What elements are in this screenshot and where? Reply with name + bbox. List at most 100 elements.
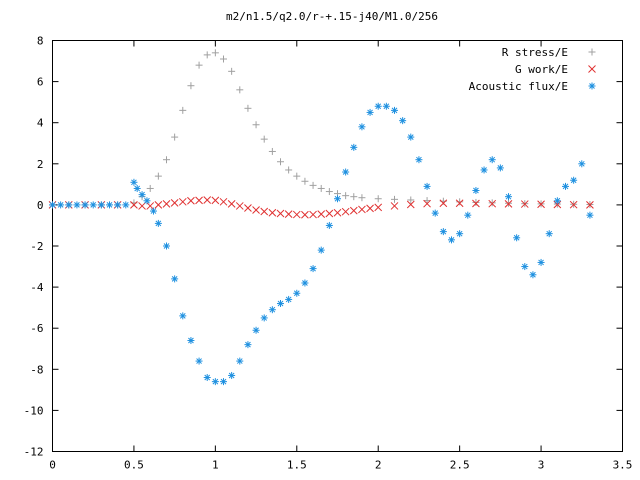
data-point [73, 201, 81, 209]
data-point [187, 82, 195, 90]
x-tick-label: 1 [212, 459, 219, 472]
legend-label: R stress/E [502, 46, 568, 59]
data-point [406, 200, 415, 209]
data-point [350, 143, 358, 151]
data-point [154, 172, 162, 180]
data-point [472, 187, 480, 195]
data-point [439, 228, 447, 236]
data-point [163, 156, 170, 164]
data-point [382, 102, 390, 110]
data-point [138, 191, 146, 199]
data-point [81, 201, 89, 209]
data-point [455, 199, 464, 208]
y-tick-label: 4 [37, 117, 44, 130]
data-point [277, 300, 284, 308]
data-point [407, 133, 415, 141]
data-point [423, 182, 431, 190]
data-point [562, 182, 569, 190]
data-point [390, 202, 399, 210]
data-point [488, 156, 496, 164]
data-point [374, 203, 383, 212]
data-point [149, 207, 157, 215]
data-point [203, 196, 212, 204]
x-tick-label: 3.5 [613, 459, 633, 472]
data-point [285, 166, 293, 174]
data-point [553, 197, 561, 205]
legend-label: G work/E [515, 63, 568, 76]
data-point [586, 201, 594, 209]
data-point [203, 51, 211, 59]
data-point [228, 371, 236, 379]
data-point [317, 210, 326, 219]
data-point [391, 195, 398, 203]
y-tick-label: -10 [24, 404, 44, 417]
data-point [293, 172, 301, 180]
data-point [309, 181, 317, 189]
data-point [260, 135, 268, 143]
data-point [586, 211, 594, 219]
data-point [488, 199, 497, 208]
data-point [195, 357, 203, 365]
data-point [219, 197, 228, 206]
y-tick-label: 2 [37, 158, 44, 171]
x-tick-label: 3 [538, 459, 545, 472]
data-point [439, 199, 448, 208]
data-point [537, 258, 545, 266]
y-tick-label: -12 [24, 446, 44, 459]
data-point [65, 201, 73, 209]
data-point [448, 236, 455, 244]
data-point [301, 279, 309, 287]
data-point [374, 195, 382, 203]
data-point [464, 211, 472, 219]
data-point [325, 188, 333, 196]
legend: R stress/E G work/E Acoustic flux/E [469, 46, 596, 93]
data-point [203, 374, 211, 382]
data-point [480, 166, 488, 174]
data-point [244, 341, 252, 349]
data-point [504, 200, 513, 208]
y-tick-label: -2 [30, 240, 43, 253]
data-point [220, 378, 227, 386]
data-point [268, 306, 276, 314]
data-point [301, 210, 309, 219]
data-point [178, 197, 187, 206]
data-point [89, 201, 97, 209]
data-point [553, 200, 562, 209]
data-point [162, 200, 171, 208]
data-point [276, 209, 285, 218]
data-point [195, 61, 203, 69]
data-point [366, 204, 374, 213]
y-tick-label: -4 [30, 281, 44, 294]
data-point [472, 199, 480, 208]
data-point [154, 219, 162, 227]
y-tick-label: 0 [37, 199, 44, 212]
data-point [211, 378, 219, 386]
data-point [325, 209, 334, 218]
data-point [472, 198, 480, 206]
data-point [423, 199, 431, 208]
y-tick-label: 8 [37, 35, 44, 48]
plot-frame [52, 40, 623, 452]
data-point [97, 201, 105, 209]
data-point [521, 263, 529, 271]
data-point [496, 164, 504, 172]
data-point [133, 184, 141, 192]
data-point [292, 210, 301, 219]
data-point [456, 230, 464, 238]
data-point [537, 200, 545, 209]
data-point [407, 196, 415, 204]
data-point [170, 198, 179, 207]
data-point [366, 108, 374, 116]
data-point [317, 246, 325, 254]
data-point [114, 201, 122, 209]
data-point [235, 202, 244, 210]
data-point [138, 202, 146, 210]
data-point [431, 209, 439, 217]
data-point [570, 176, 578, 184]
series-layer [48, 49, 594, 386]
data-point [220, 55, 227, 63]
data-point [293, 289, 301, 297]
data-point [252, 206, 260, 214]
data-point [49, 201, 56, 209]
